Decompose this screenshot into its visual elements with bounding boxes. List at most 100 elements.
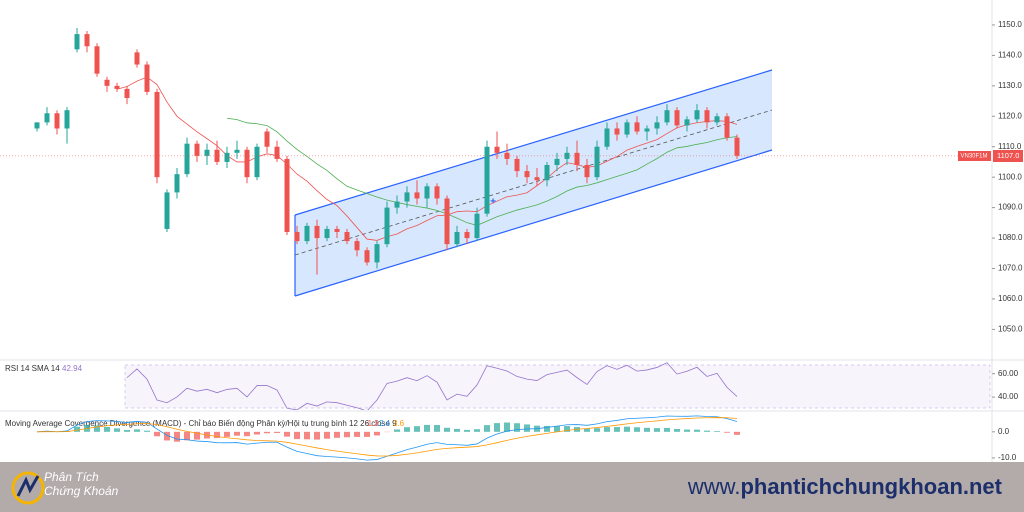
macd-histogram — [634, 427, 640, 432]
macd-histogram — [244, 431, 250, 437]
candle-body — [64, 110, 70, 129]
y-tick-label: -10.0 — [998, 453, 1017, 462]
candle-body — [114, 85, 120, 89]
candle-body — [594, 146, 600, 178]
macd-histogram — [474, 429, 480, 432]
candle-body — [84, 34, 90, 47]
candle-body — [544, 164, 550, 181]
price-tag-label: 1107.0 — [997, 151, 1019, 160]
macd-histogram — [294, 431, 300, 440]
candle-body — [314, 225, 320, 239]
candle-body — [404, 192, 410, 202]
macd-histogram — [144, 430, 150, 432]
macd-label: Moving Average Covergence Divergence (MA… — [5, 419, 397, 428]
y-tick-label: 1130.0 — [998, 81, 1022, 90]
symbol: VN30F1M — [960, 154, 987, 160]
macd-histogram — [184, 431, 190, 441]
macd-histogram — [324, 431, 330, 439]
candle-body — [494, 146, 500, 153]
candle-body — [264, 131, 270, 147]
macd-histogram — [224, 431, 230, 437]
macd-line — [36, 417, 738, 457]
candle-body — [384, 207, 390, 245]
y-tick-label: 0.0 — [998, 427, 1010, 436]
candle-body — [714, 116, 720, 123]
price-tag — [993, 150, 1023, 162]
macd-histogram — [514, 423, 520, 432]
candle-body — [724, 116, 730, 138]
candle-body — [444, 198, 450, 245]
macd-histogram — [314, 431, 320, 440]
macd-histogram — [444, 427, 450, 432]
candle-body — [34, 122, 40, 129]
candle-body — [654, 122, 660, 129]
candle-body — [734, 137, 740, 156]
macd-histogram — [664, 427, 670, 432]
candle-body — [194, 143, 200, 156]
macd-histogram — [494, 423, 500, 432]
candle-body — [554, 158, 560, 165]
symbol-tag — [958, 151, 991, 161]
candle-body — [484, 146, 490, 214]
macd-histogram — [154, 431, 160, 437]
candle-body — [204, 149, 210, 156]
macd-histogram — [584, 428, 590, 432]
candle-body — [624, 122, 630, 135]
brand: Phân Tích Chứng Khoán — [44, 470, 118, 498]
macd-histogram — [284, 431, 290, 437]
candle-body — [274, 146, 280, 159]
macd-histogram — [164, 431, 170, 441]
macd-histogram — [734, 431, 740, 435]
candle-body — [524, 171, 530, 178]
macd-histogram — [544, 425, 550, 432]
candle-body — [154, 91, 160, 178]
logo-icon — [11, 471, 45, 505]
candle-body — [704, 110, 710, 123]
rsi-line — [126, 362, 738, 410]
y-tick-label: 40.00 — [998, 392, 1019, 401]
macd-histogram — [74, 426, 80, 432]
macd-histogram — [594, 428, 600, 432]
candle-body — [354, 241, 360, 251]
macd-histogram — [504, 422, 510, 432]
candle-body — [44, 113, 50, 123]
logo-ring — [11, 471, 45, 505]
macd-histogram — [484, 425, 490, 432]
macd-histogram — [214, 431, 220, 439]
y-tick-label: 1090.0 — [998, 203, 1023, 212]
macd-histogram — [464, 429, 470, 432]
footer: Phân Tích Chứng Khoán www.phantichchungk… — [0, 462, 1024, 512]
rsi-panel — [126, 362, 738, 410]
candle-body — [604, 128, 610, 147]
macd-histogram — [264, 431, 270, 434]
candle-body — [664, 110, 670, 123]
macd-histogram — [194, 431, 200, 440]
candle-body — [284, 158, 290, 232]
macd-histogram — [714, 431, 720, 432]
macd-histogram — [674, 428, 680, 432]
macd-histogram — [724, 431, 730, 433]
candle-body — [324, 228, 330, 239]
candle-body — [224, 152, 230, 162]
candle-body — [534, 177, 540, 181]
macd-histogram — [354, 431, 360, 437]
macd-histogram — [704, 430, 710, 432]
candle-body — [234, 149, 240, 153]
candle-body — [364, 250, 370, 263]
moving-average — [116, 76, 738, 241]
candle-body — [454, 231, 460, 245]
macd-histogram — [684, 429, 690, 432]
macd-histogram — [604, 427, 610, 432]
macd-histogram — [304, 431, 310, 440]
candle-body — [104, 79, 110, 86]
macd-histogram — [374, 431, 380, 436]
y-tick-label: 1050.0 — [998, 324, 1023, 333]
y-tick-label: 1070.0 — [998, 264, 1023, 273]
marker: + — [490, 197, 496, 208]
channel-upper — [294, 69, 773, 216]
brand-line: Phân Tích — [44, 470, 99, 484]
macd-histogram — [134, 429, 140, 432]
candle-body — [394, 201, 400, 208]
macd-histogram — [644, 427, 650, 432]
